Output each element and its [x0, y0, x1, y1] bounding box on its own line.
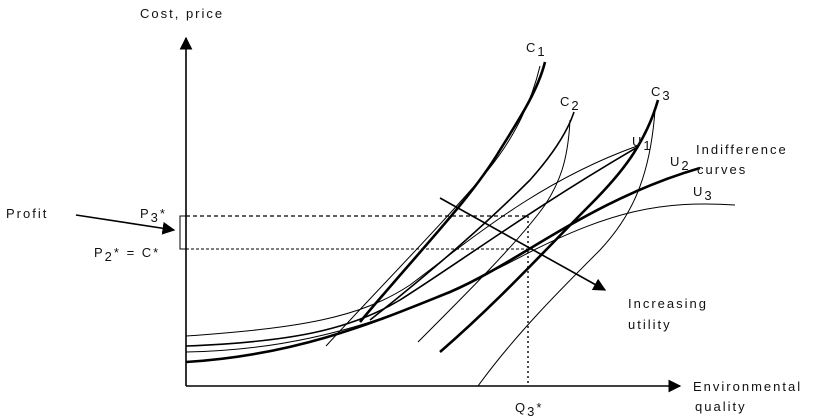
u2-label: U2 [670, 154, 691, 173]
c1-label: C1 [526, 40, 547, 59]
profit-arrow [75, 214, 176, 235]
cost-curve-c2-thin [417, 119, 571, 343]
indifference-curve-u1 [185, 144, 641, 337]
increasing-utility-label-line2: utility [628, 317, 672, 332]
cost-curve-c3 [439, 99, 660, 353]
increasing-utility-label-line1: Increasing [628, 296, 708, 311]
indifference-curve-u3 [185, 203, 736, 353]
c2-label: C2 [560, 94, 581, 113]
cost-curve-c1 [359, 61, 547, 323]
cost-curve-c2 [369, 111, 575, 321]
x-axis-label-line2: quality [695, 399, 747, 414]
indifference-curve-u2 [185, 166, 701, 364]
indifference-curve-u1-thick [185, 147, 637, 347]
indifference-curves-label-line1: Indifference [696, 142, 788, 157]
p3-label: P3* [140, 206, 167, 225]
profit-bracket [179, 215, 186, 250]
u3-label: U3 [693, 184, 714, 203]
y-axis-label: Cost, price [140, 6, 224, 21]
q3-label: Q3* [515, 400, 543, 419]
profit-label: Profit [6, 206, 48, 221]
cost-curve-c3-thin [477, 109, 656, 387]
indifference-curves-label-line2: curves [697, 162, 747, 177]
x-axis-label-line1: Environmental [693, 379, 802, 394]
c3-label: C3 [651, 84, 672, 103]
p2-label: P2* = C* [94, 245, 160, 264]
cost-curve-c1-thin [325, 65, 541, 347]
u1-label: U1 [632, 134, 653, 153]
increasing-utility-arrow [439, 197, 607, 291]
